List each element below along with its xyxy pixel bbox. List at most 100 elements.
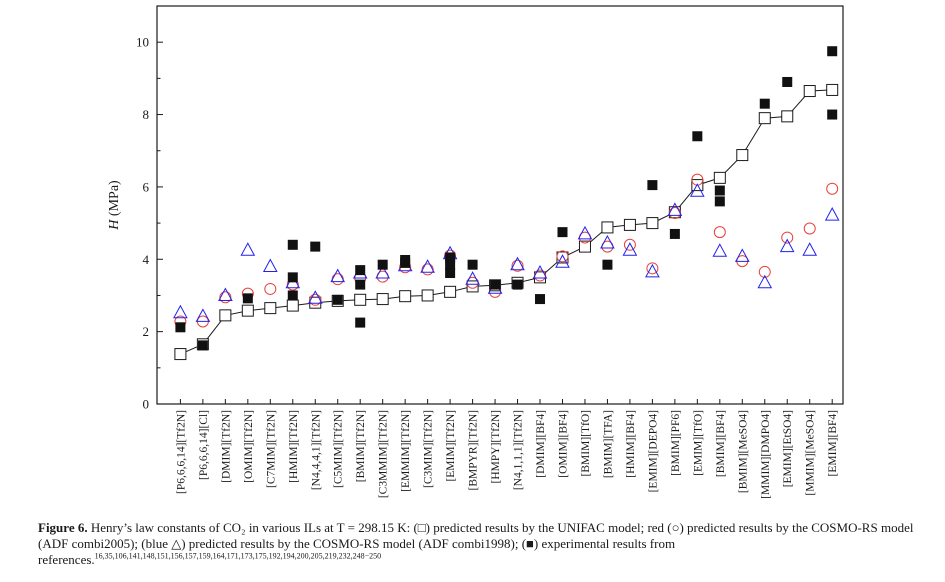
- experimental-point: [692, 131, 703, 142]
- combi1998-point: [600, 234, 615, 249]
- x-category-label: [OMIM][BF4]: [557, 410, 569, 478]
- combi2005-point: [781, 231, 794, 244]
- experimental-point: [287, 272, 298, 283]
- x-category-label: [N4,1,1,1][Tf2N]: [513, 410, 525, 490]
- combi1998-point: [532, 264, 548, 279]
- experimental-point: [445, 252, 456, 263]
- y-axis: 0 2 4 6 8 10: [136, 35, 163, 412]
- x-category-label: [MMIM][DMPO4]: [760, 410, 772, 499]
- experimental-point: [242, 293, 253, 304]
- combi1998-point: [262, 258, 278, 272]
- x-category-label: [EMIM][BF4]: [827, 410, 839, 476]
- experimental-point: [827, 46, 838, 57]
- x-category-label: [OMIM][Tf2N]: [243, 410, 255, 483]
- x-category-label: [P6,6,6,14][Tf2N]: [175, 410, 187, 494]
- x-category-label: [HMPY][Tf2N]: [490, 410, 502, 483]
- experimental-point: [332, 294, 343, 305]
- unifac-point: [219, 309, 232, 322]
- combi2005-point: [803, 222, 816, 235]
- experimental-point: [759, 98, 770, 109]
- experimental-point: [782, 76, 793, 87]
- unifac-point: [578, 240, 591, 253]
- experimental-point: [714, 196, 725, 207]
- combi1998-point: [689, 183, 705, 197]
- combi2005-point: [556, 250, 569, 263]
- experimental-point: [602, 259, 613, 270]
- figure-caption: Figure 6. Henry’s law constants of CO₂ i…: [38, 520, 938, 568]
- plot-frame: [156, 5, 844, 405]
- combi1998-point: [645, 263, 660, 278]
- experimental-point: [310, 241, 321, 252]
- experimental-point: [669, 228, 680, 239]
- x-category-label: [HMIM][BF4]: [625, 410, 637, 478]
- experimental-point: [377, 259, 388, 270]
- combi2005-point: [758, 265, 771, 278]
- combi1998-point: [173, 304, 188, 319]
- unifac-point: [623, 218, 636, 231]
- y-tick-label: 6: [143, 179, 150, 194]
- experimental-point: [490, 279, 501, 290]
- x-category-label: [P6,6,6,14][Cl]: [198, 410, 210, 480]
- experimental-point: [355, 265, 366, 276]
- unifac-point: [466, 280, 479, 293]
- x-category-label: [C3MIM][Tf2N]: [423, 410, 435, 488]
- combi1998-point: [195, 308, 211, 322]
- x-category-label: [C7MIM][Tf2N]: [265, 410, 277, 488]
- combi1998-point: [510, 256, 525, 271]
- experimental-point: [355, 317, 366, 328]
- series-open-square: [174, 83, 839, 361]
- combi1998-point: [734, 248, 750, 262]
- unifac-point: [399, 290, 412, 303]
- experimental-point: [445, 259, 456, 270]
- unifac-point: [444, 285, 457, 298]
- x-category-label: [EMIM][Tf2N]: [445, 410, 457, 482]
- combi2005-point: [421, 263, 434, 276]
- unifac-point: [264, 302, 277, 315]
- combi2005-point: [331, 273, 344, 286]
- combi1998-point: [330, 268, 346, 283]
- combi1998-point: [667, 202, 683, 216]
- combi1998-point: [824, 207, 840, 221]
- experimental-point: [355, 279, 366, 290]
- combi1998-point: [307, 290, 323, 304]
- x-category-label: [C5MIM][Tf2N]: [333, 410, 345, 488]
- unifac-point: [601, 221, 614, 234]
- unifac-point: [736, 149, 749, 162]
- combi1998-point: [218, 287, 233, 301]
- unifac-point: [309, 296, 322, 309]
- combi2005-point: [511, 259, 524, 272]
- y-tick-label: 0: [143, 397, 150, 412]
- experimental-point: [287, 290, 298, 301]
- x-category-label: [BMIM][MeSO4]: [737, 410, 749, 493]
- unifac-point: [286, 299, 299, 312]
- x-category-label: [BMIM][Tf2N]: [355, 410, 367, 482]
- combi1998-point: [779, 238, 795, 253]
- unifac-line: [180, 89, 833, 355]
- caption-label: Figure 6.: [38, 520, 88, 535]
- x-category-label: [HMIM][Tf2N]: [288, 410, 300, 483]
- unifac-point: [803, 85, 816, 98]
- experimental-point: [400, 254, 411, 265]
- caption-text: Henry’s law constants of CO₂ in various …: [38, 520, 914, 567]
- unifac-point: [174, 348, 187, 361]
- combi1998-point: [375, 264, 391, 279]
- x-category-label: [BMIM][BF4]: [715, 410, 727, 477]
- combi1998-point: [712, 243, 728, 257]
- combi1998-point: [802, 242, 818, 256]
- experimental-point: [197, 340, 208, 351]
- unifac-point: [758, 112, 771, 125]
- x-category-label: [DMIM][BF4]: [535, 410, 547, 478]
- unifac-point: [376, 293, 389, 306]
- x-category-label: [MMIM][MeSO4]: [805, 410, 817, 496]
- x-category-label: [EMMIM][Tf2N]: [400, 410, 412, 492]
- combi2005-point: [713, 226, 726, 239]
- unifac-point: [781, 110, 794, 123]
- x-category-label: [C3MMIM][Tf2N]: [378, 410, 390, 498]
- combi2005-point: [623, 238, 636, 251]
- combi1998-point: [622, 242, 638, 256]
- caption-refs: 16,35,106,141,148,151,156,157,159,164,17…: [94, 551, 382, 561]
- unifac-point: [646, 217, 659, 230]
- x-category-label: [BMIM][PF6]: [670, 410, 682, 476]
- x-category-label: [EMIM][DEPO4]: [647, 410, 659, 492]
- experimental-point: [175, 322, 186, 333]
